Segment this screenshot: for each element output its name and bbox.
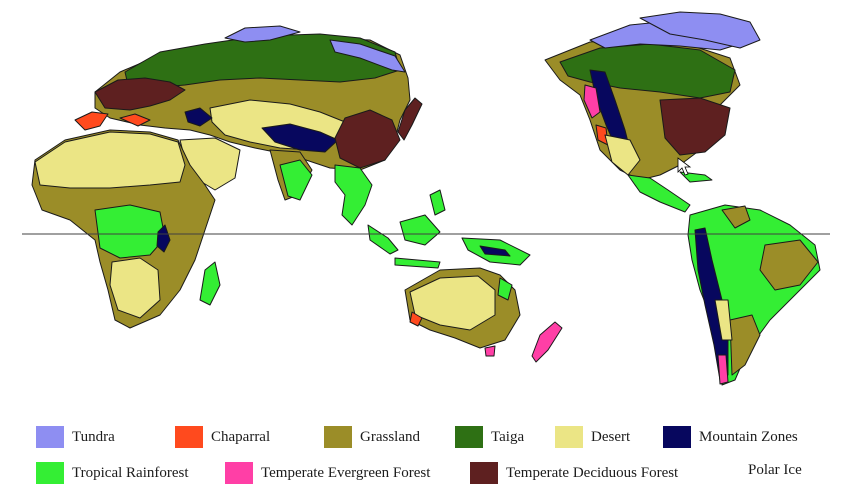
tasmania [484, 345, 496, 357]
sa-desert [714, 299, 733, 341]
na-west-evergreen [583, 84, 601, 119]
sa-grassland [759, 239, 819, 291]
se-asia-rainforest [334, 164, 373, 226]
legend-item-grassland: Grassland [324, 426, 420, 448]
sa-grassland-north [721, 205, 751, 229]
legend-item-taiga: Taiga [455, 426, 524, 448]
legend-item-polar-ice: Polar Ice [748, 462, 802, 479]
legend-label: Temperate Evergreen Forest [261, 464, 431, 481]
legend-swatch-mountain [663, 426, 691, 448]
philippines [429, 189, 446, 216]
java [394, 257, 441, 269]
legend-item-rainforest: Tropical Rainforest [36, 462, 189, 484]
legend-label: Desert [591, 428, 631, 445]
legend-swatch-rainforest [36, 462, 64, 484]
greenland-tundra [639, 11, 761, 49]
legend-label: Taiga [491, 428, 525, 445]
legend-label: Polar Ice [748, 462, 802, 478]
eurasia-tundra-east [329, 39, 406, 73]
central-america [627, 174, 691, 213]
legend-item-desert: Desert [555, 426, 630, 448]
andes-mountains [694, 227, 729, 381]
legend-swatch-tundra [36, 426, 64, 448]
india-rainforest [279, 159, 313, 201]
madagascar [199, 261, 221, 306]
north-america [544, 11, 761, 213]
sumatra [367, 224, 399, 255]
eurasia [74, 25, 423, 226]
mediterranean-chaparral [74, 111, 109, 131]
legend-label: Grassland [360, 428, 420, 445]
sa-grassland-south [729, 314, 761, 376]
legend-label: Chaparral [211, 428, 271, 445]
legend-swatch-evergreen [225, 462, 253, 484]
japan [397, 97, 423, 141]
australia [404, 267, 563, 363]
caucasus-mountains [184, 107, 213, 127]
australia-chaparral [409, 311, 423, 327]
chile-evergreen [717, 354, 729, 385]
eurasia-tundra [224, 25, 301, 43]
legend-label: Tundra [72, 428, 115, 445]
legend-swatch-chaparral [175, 426, 203, 448]
legend-swatch-deciduous [470, 462, 498, 484]
new-zealand [531, 321, 563, 363]
australia-desert [409, 275, 496, 331]
legend-label: Mountain Zones [699, 428, 798, 445]
sahara-desert [34, 131, 186, 189]
na-deciduous [659, 97, 731, 156]
europe-deciduous [94, 77, 186, 111]
legend-item-deciduous: Temperate Deciduous Forest [470, 462, 678, 484]
na-desert [604, 134, 641, 176]
south-america [687, 204, 821, 386]
himalaya-mountains [261, 123, 339, 153]
east-africa-mountains [156, 224, 171, 253]
australia-rainforest [497, 277, 513, 301]
africa [31, 129, 221, 329]
legend-swatch-desert [555, 426, 583, 448]
legend-item-chaparral: Chaparral [175, 426, 270, 448]
world-biome-map [22, 11, 830, 386]
legend-label: Temperate Deciduous Forest [506, 464, 679, 481]
mediterranean-chaparral-east [119, 113, 151, 127]
legend-item-tundra: Tundra [36, 426, 115, 448]
china-deciduous [334, 109, 401, 169]
legend-item-evergreen: Temperate Evergreen Forest [225, 462, 430, 484]
legend-swatch-taiga [455, 426, 483, 448]
legend-item-mountain: Mountain Zones [663, 426, 798, 448]
indonesia [367, 189, 531, 269]
mouse-cursor-icon [677, 157, 692, 176]
kalahari-desert [109, 257, 161, 319]
legend-swatch-grassland [324, 426, 352, 448]
new-guinea-mountains [479, 245, 511, 257]
legend-label: Tropical Rainforest [72, 464, 189, 481]
africa-rainforest [94, 204, 166, 259]
borneo [399, 214, 441, 246]
caribbean-islands [679, 171, 713, 183]
